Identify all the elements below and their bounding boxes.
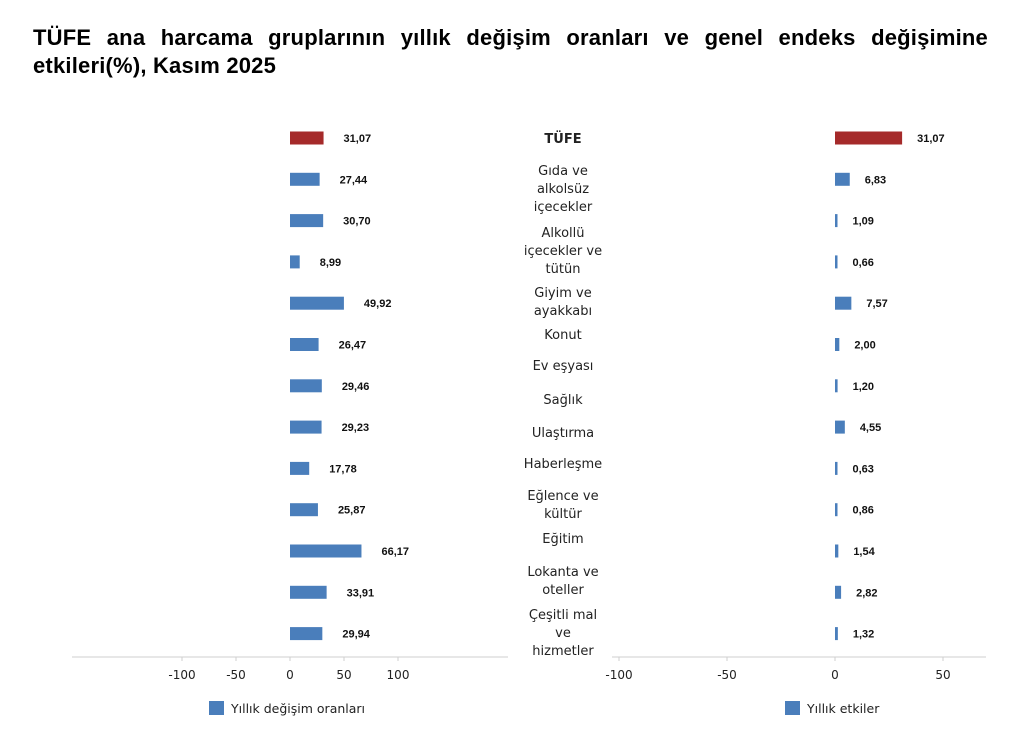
category-label: içecekler bbox=[534, 200, 593, 215]
category-label: Konut bbox=[544, 328, 581, 343]
category-label: hizmetler bbox=[532, 644, 594, 659]
left-bar bbox=[290, 379, 322, 393]
category-label: alkolsüz bbox=[537, 182, 589, 197]
chart-title: TÜFE ana harcama gruplarının yıllık deği… bbox=[33, 25, 988, 78]
left-bar-value-label: 49,92 bbox=[364, 298, 392, 310]
left-bar-value-label: 29,23 bbox=[342, 422, 370, 434]
left-bar bbox=[290, 214, 324, 228]
category-label: Haberleşme bbox=[524, 457, 602, 472]
left-bar-value-label: 25,87 bbox=[338, 505, 366, 517]
left-bar-value-label: 27,44 bbox=[340, 174, 368, 186]
left-bar-value-label: 29,94 bbox=[342, 629, 370, 641]
left-bar-value-label: 26,47 bbox=[339, 340, 367, 352]
right-x-tick-label: 0 bbox=[831, 668, 839, 682]
right-bar bbox=[835, 585, 842, 599]
left-bar-value-label: 31,07 bbox=[344, 133, 372, 145]
category-label: Gıda ve bbox=[538, 164, 588, 179]
left-bar bbox=[290, 627, 323, 641]
category-label: Eğlence ve bbox=[527, 489, 598, 504]
category-label: Ev eşyası bbox=[533, 359, 594, 374]
left-bar bbox=[290, 338, 319, 351]
category-label: Çeşitli mal bbox=[529, 608, 597, 623]
category-label: Ulaştırma bbox=[532, 426, 594, 441]
category-label: kültür bbox=[544, 507, 582, 522]
category-label: ve bbox=[555, 626, 571, 641]
left-bar bbox=[290, 255, 300, 269]
left-bar-value-label: 17,78 bbox=[329, 463, 357, 475]
right-bar bbox=[835, 503, 838, 517]
left-bar bbox=[290, 585, 327, 599]
left-bar bbox=[290, 131, 324, 145]
left-bar-value-label: 30,70 bbox=[343, 216, 371, 228]
category-label: içecekler ve bbox=[524, 244, 602, 259]
left-x-tick-label: 50 bbox=[336, 668, 351, 682]
left-bar bbox=[290, 461, 310, 475]
right-bar-value-label: 1,09 bbox=[853, 216, 874, 228]
left-x-tick-label: -100 bbox=[168, 668, 195, 682]
left-bar bbox=[290, 172, 320, 186]
category-label: TÜFE bbox=[544, 131, 581, 147]
left-bar bbox=[290, 544, 362, 558]
left-bar bbox=[290, 296, 344, 310]
right-bar-value-label: 0,63 bbox=[853, 463, 874, 475]
left-bar-value-label: 66,17 bbox=[381, 546, 409, 558]
right-bar-value-label: 2,82 bbox=[856, 587, 877, 599]
right-bar bbox=[835, 296, 852, 310]
right-bar-value-label: 6,83 bbox=[865, 174, 886, 186]
category-label: tütün bbox=[546, 262, 581, 277]
right-bar-value-label: 0,66 bbox=[853, 257, 874, 269]
legend-swatch-yillik-etkiler bbox=[785, 701, 800, 715]
right-bar-value-label: 2,00 bbox=[854, 340, 875, 352]
left-x-tick-label: 100 bbox=[387, 668, 410, 682]
left-bar bbox=[290, 420, 322, 434]
left-x-tick-label: 0 bbox=[286, 668, 294, 682]
right-bar bbox=[835, 379, 838, 393]
right-x-tick-label: -100 bbox=[605, 668, 632, 682]
category-label: ayakkabı bbox=[534, 304, 592, 319]
legend-swatch-yillik-degisim bbox=[209, 701, 224, 715]
right-bar-value-label: 1,20 bbox=[853, 381, 874, 393]
category-label: oteller bbox=[542, 583, 584, 598]
right-x-tick-label: -50 bbox=[717, 668, 737, 682]
category-label: Giyim ve bbox=[534, 286, 591, 301]
right-bar bbox=[835, 172, 850, 186]
right-bar bbox=[835, 544, 839, 558]
right-bar bbox=[835, 131, 903, 145]
left-bar-value-label: 8,99 bbox=[320, 257, 341, 269]
left-x-tick-label: -50 bbox=[226, 668, 246, 682]
right-bar-value-label: 7,57 bbox=[866, 298, 887, 310]
right-bar bbox=[835, 420, 845, 434]
left-bar-value-label: 33,91 bbox=[347, 587, 375, 599]
legend-label-yillik-degisim: Yıllık değişim oranları bbox=[230, 701, 365, 716]
category-label: Sağlık bbox=[543, 393, 583, 408]
right-bar bbox=[835, 338, 840, 351]
category-label: Eğitim bbox=[542, 532, 583, 547]
right-bar bbox=[835, 461, 838, 475]
right-bar bbox=[835, 627, 838, 641]
category-label: Alkollü bbox=[542, 226, 585, 241]
right-bar bbox=[835, 214, 838, 228]
left-bar bbox=[290, 503, 318, 517]
right-bar bbox=[835, 255, 838, 269]
right-bar-value-label: 31,07 bbox=[917, 133, 945, 145]
category-label: Lokanta ve bbox=[527, 565, 598, 580]
right-bar-value-label: 1,54 bbox=[853, 546, 875, 558]
right-x-tick-label: 50 bbox=[935, 668, 950, 682]
right-bar-value-label: 0,86 bbox=[853, 505, 874, 517]
right-bar-value-label: 4,55 bbox=[860, 422, 881, 434]
legend-label-yillik-etkiler: Yıllık etkiler bbox=[806, 701, 880, 716]
left-bar-value-label: 29,46 bbox=[342, 381, 370, 393]
right-bar-value-label: 1,32 bbox=[853, 629, 874, 641]
